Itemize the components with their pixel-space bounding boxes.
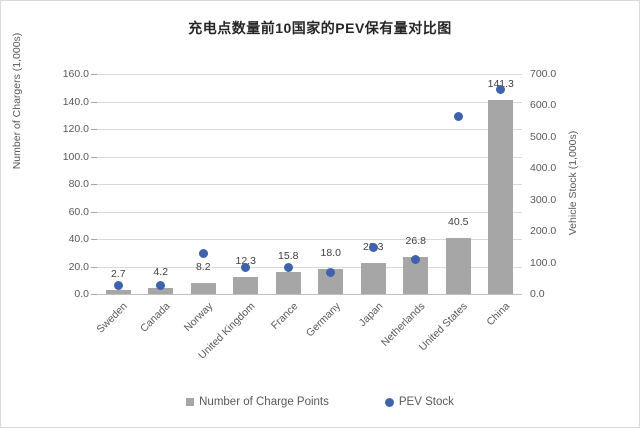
legend-item-number-of-charge-points: Number of Charge Points	[186, 396, 329, 408]
legend: Number of Charge Points PEV Stock	[1, 396, 639, 408]
pev-dot-norway	[198, 248, 208, 258]
left-tick-0.0	[91, 294, 97, 295]
legend-circle-swatch	[384, 397, 394, 407]
y-tick-left-80.0: 80.0	[68, 178, 89, 190]
left-tick-140.0	[91, 101, 97, 103]
pev-dot-united-states	[453, 111, 463, 121]
bar-norway	[190, 282, 216, 294]
bar-label-norway: 8.2	[195, 260, 211, 273]
bar-japan	[360, 263, 386, 294]
y-tick-right-400.0: 400.0	[530, 162, 557, 175]
x-label-france: France	[268, 300, 301, 332]
legend-item-pev-stock: PEV Stock	[384, 396, 454, 408]
bar-label-sweden: 2.7	[110, 268, 126, 281]
y-tick-left-140.0: 140.0	[62, 95, 89, 108]
pev-dot-canada	[156, 280, 166, 290]
legend-label: Number of Charge Points	[199, 396, 329, 408]
y-tick-right-500.0: 500.0	[530, 130, 557, 143]
x-label-china: China	[484, 300, 513, 329]
x-label-norway: Norway	[181, 300, 216, 334]
left-tick-60.0	[91, 211, 97, 213]
y-tick-right-600.0: 600.0	[530, 99, 557, 112]
bar-china	[488, 99, 514, 294]
x-label-germany: Germany	[303, 300, 343, 340]
left-tick-20.0	[91, 266, 97, 268]
bar-label-united-kingdom: 12.3	[235, 255, 256, 268]
legend-square-swatch	[186, 398, 195, 406]
y-tick-left-20.0: 20.0	[68, 260, 89, 273]
pev-dot-japan	[368, 242, 378, 252]
bar-france	[275, 272, 301, 294]
left-tick-40.0	[91, 239, 97, 240]
gridline-140.0	[97, 101, 522, 103]
x-label-canada: Canada	[138, 300, 173, 335]
bar-united-states	[445, 238, 471, 294]
bar-label-canada: 4.2	[153, 266, 169, 279]
pev-dot-germany	[326, 268, 336, 278]
legend-label: PEV Stock	[398, 396, 454, 408]
bar-sweden	[105, 290, 131, 294]
bar-label-germany: 18.0	[320, 247, 341, 260]
bar-canada	[148, 288, 174, 294]
y-tick-right-700.0: 700.0	[530, 68, 557, 80]
gridline-20.0	[97, 266, 522, 268]
gridline-60.0	[97, 211, 522, 213]
y-tick-left-60.0: 60.0	[68, 205, 89, 218]
right-axis-title: Vehicle Stock (1,000s)	[567, 130, 579, 236]
left-tick-100.0	[91, 156, 97, 158]
y-tick-left-100.0: 100.0	[62, 150, 89, 163]
pev-dot-united-kingdom	[241, 262, 251, 272]
gridline-0.0	[97, 294, 522, 295]
gridline-160.0	[97, 74, 522, 75]
gridline-100.0	[97, 156, 522, 158]
left-tick-80.0	[91, 184, 97, 185]
pev-dot-sweden	[113, 280, 123, 290]
gridline-80.0	[97, 184, 522, 185]
x-label-sweden: Sweden	[94, 300, 131, 336]
y-tick-right-200.0: 200.0	[530, 225, 557, 238]
gridline-40.0	[97, 239, 522, 240]
chart-title: 充电点数量前10国家的PEV保有量对比图	[188, 20, 452, 36]
bar-label-netherlands: 26.8	[405, 235, 426, 248]
y-tick-left-160.0: 160.0	[62, 68, 89, 80]
y-tick-right-300.0: 300.0	[530, 193, 557, 206]
y-tick-left-40.0: 40.0	[68, 233, 89, 245]
pev-dot-france	[283, 263, 293, 273]
bar-label-united-states: 40.5	[448, 216, 469, 229]
gridline-120.0	[97, 129, 522, 130]
y-tick-right-0.0: 0.0	[530, 288, 545, 300]
pev-dot-china	[496, 85, 506, 95]
bar-label-france: 15.8	[278, 250, 299, 263]
left-tick-160.0	[91, 74, 97, 75]
bar-label-china: 141.3	[487, 77, 514, 90]
y-tick-left-120.0: 120.0	[62, 123, 89, 135]
left-tick-120.0	[91, 129, 97, 130]
x-label-japan: Japan	[356, 300, 386, 330]
bar-united-kingdom	[233, 277, 259, 294]
y-tick-left-0.0: 0.0	[74, 288, 89, 300]
y-tick-right-100.0: 100.0	[530, 256, 557, 269]
pev-dot-netherlands	[411, 254, 421, 264]
